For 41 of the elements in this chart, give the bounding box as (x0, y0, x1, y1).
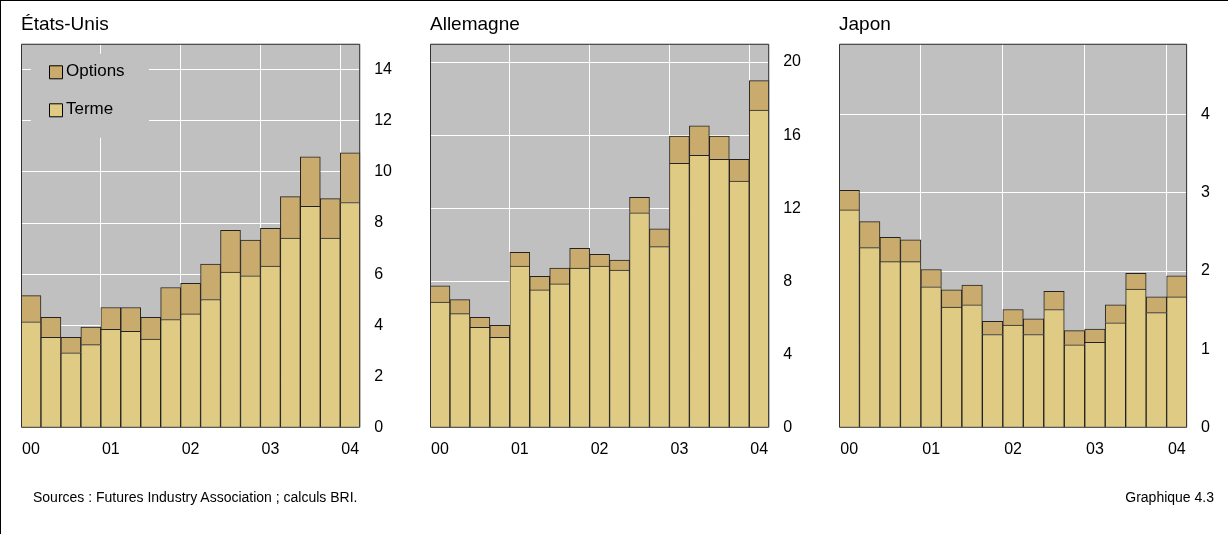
y-tick-label: 14 (374, 59, 393, 77)
y-tick-label: 8 (374, 213, 384, 231)
source-note: Sources : Futures Industry Association ; calculs BRI. (33, 489, 358, 505)
legend-label: Options (66, 61, 125, 81)
y-tick-label: 10 (374, 162, 393, 180)
x-tick-label: 01 (922, 439, 941, 457)
x-tick-label: 03 (670, 439, 689, 457)
y-tick-label: 1 (1201, 339, 1211, 357)
y-tick-label: 16 (783, 125, 802, 143)
x-tick-label: 00 (840, 439, 859, 457)
chart-title: Allemagne (430, 12, 520, 34)
y-tick-label: 4 (783, 345, 793, 363)
x-tick-label: 02 (590, 439, 609, 457)
x-tick-label: 02 (181, 439, 200, 457)
y-tick-label: 4 (1201, 104, 1211, 122)
x-tick-label: 02 (1004, 439, 1023, 457)
y-tick-label: 12 (374, 111, 393, 129)
y-tick-label: 0 (783, 418, 793, 436)
y-tick-label: 6 (374, 264, 384, 282)
x-tick-label: 04 (1167, 439, 1186, 457)
x-tick-label: 04 (341, 439, 360, 457)
chart-title: États-Unis (21, 12, 109, 34)
x-tick-label: 03 (1086, 439, 1104, 457)
y-tick-label: 12 (783, 198, 802, 216)
x-tick-label: 04 (750, 439, 769, 457)
y-tick-label: 20 (783, 52, 802, 70)
x-tick-label: 00 (22, 439, 40, 457)
text: Graphique 4.3 (1125, 489, 1214, 505)
y-tick-label: 0 (1201, 418, 1211, 436)
chart-title: Japon (839, 12, 891, 34)
y-tick-label: 3 (1201, 183, 1211, 201)
y-tick-label: 4 (374, 315, 384, 333)
y-tick-label: 2 (1201, 261, 1211, 279)
x-tick-label: 01 (101, 439, 120, 457)
legend-label: Terme (66, 99, 114, 119)
y-tick-label: 8 (783, 271, 793, 289)
y-tick-label: 0 (374, 418, 384, 436)
x-tick-label: 01 (510, 439, 529, 457)
x-tick-label: 00 (431, 439, 449, 457)
y-tick-label: 2 (374, 367, 384, 385)
x-tick-label: 03 (261, 439, 280, 457)
